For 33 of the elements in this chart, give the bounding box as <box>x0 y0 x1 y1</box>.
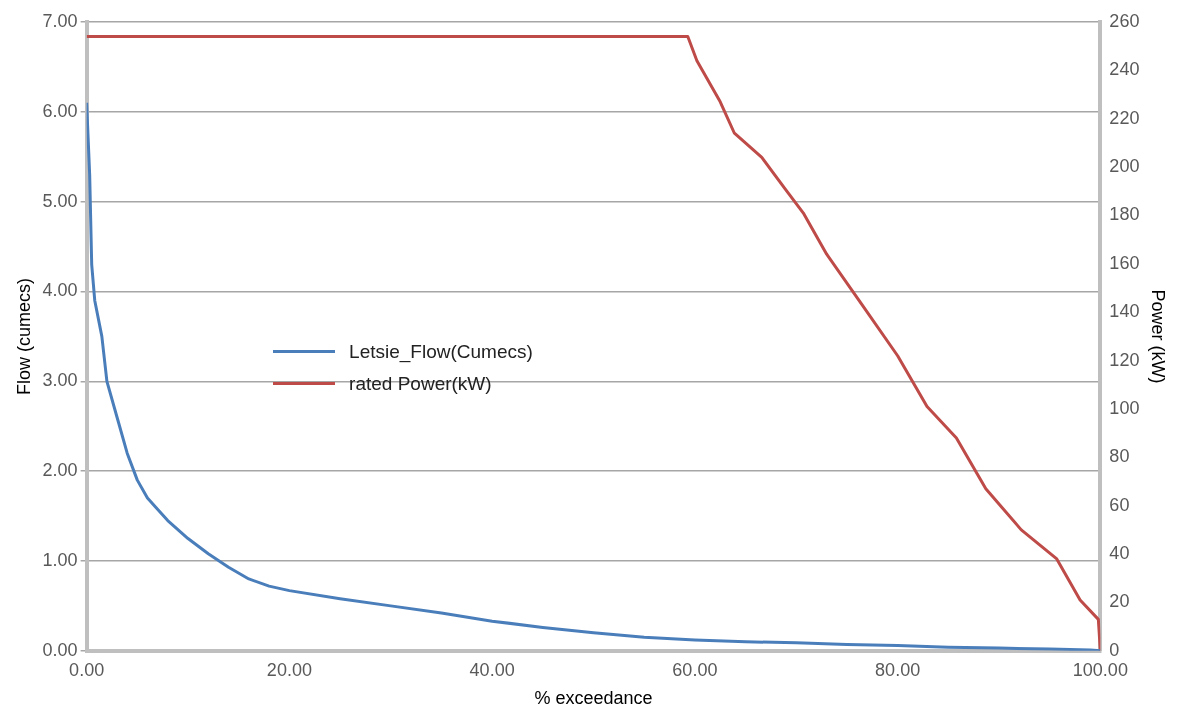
y2-tick-label: 120 <box>1109 349 1140 370</box>
y2-tick-label: 180 <box>1109 204 1140 225</box>
y2-tick-label: 0 <box>1109 639 1120 660</box>
y-tick-label: 1.00 <box>42 549 78 570</box>
x-tick-label: 60.00 <box>672 659 718 680</box>
legend-label: Letsie_Flow(Cumecs) <box>349 340 533 363</box>
y-tick-label: 7.00 <box>42 10 78 31</box>
y2-tick-label: 60 <box>1109 494 1130 515</box>
x-tick-label: 100.00 <box>1072 659 1128 680</box>
y-tick-label: 0.00 <box>42 639 78 660</box>
y-tick-label: 4.00 <box>42 280 78 301</box>
y-tick-label: 6.00 <box>42 100 78 121</box>
y2-tick-label: 80 <box>1109 446 1130 467</box>
y2-tick-label: 200 <box>1109 156 1140 177</box>
x-tick-label: 40.00 <box>469 659 515 680</box>
y2-tick-label: 20 <box>1109 591 1130 612</box>
y-tick-label: 2.00 <box>42 460 78 481</box>
x-tick-label: 0.00 <box>69 659 105 680</box>
y-tick-label: 5.00 <box>42 190 78 211</box>
y-axis-title: Flow (cumecs) <box>13 277 34 395</box>
y-tick-label: 3.00 <box>42 370 78 391</box>
y2-tick-label: 220 <box>1109 107 1140 128</box>
x-tick-label: 80.00 <box>875 659 921 680</box>
y2-tick-label: 160 <box>1109 252 1140 273</box>
x-tick-label: 20.00 <box>266 659 312 680</box>
y2-tick-label: 260 <box>1109 10 1140 31</box>
y2-tick-label: 100 <box>1109 397 1140 418</box>
y2-tick-label: 140 <box>1109 301 1140 322</box>
x-axis-title: % exceedance <box>534 688 653 709</box>
y2-tick-label: 40 <box>1109 543 1130 564</box>
y2-axis-title: Power (kW) <box>1148 289 1169 384</box>
y2-tick-label: 240 <box>1109 59 1140 80</box>
legend-label: rated Power(kW) <box>349 372 492 395</box>
